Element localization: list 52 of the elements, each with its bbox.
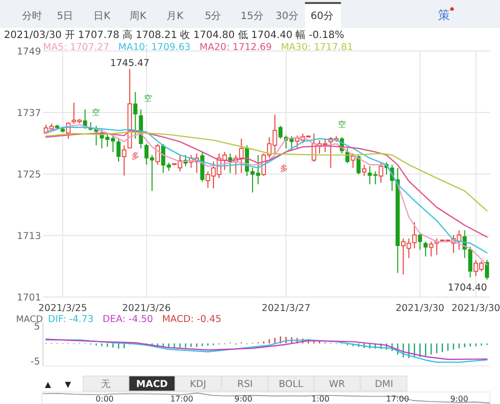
series-label: MACD: -0.45 [162, 314, 222, 325]
text: 5日 [56, 11, 74, 22]
x-tick-label: 9:00 [450, 394, 468, 404]
text: MA20: 1712.69 [200, 42, 272, 53]
text: 日K [94, 11, 111, 22]
text: WR [329, 379, 346, 390]
x-tick-label: 2021/3/27 [262, 303, 310, 314]
text: 30分 [276, 10, 298, 22]
text: RSI [237, 379, 253, 390]
annotation: 多 [131, 152, 140, 161]
text: 分时 [22, 10, 42, 22]
y-tick-label: 1713 [16, 231, 41, 242]
text: 15分 [240, 10, 264, 22]
y-tick-label: 1749 [16, 46, 41, 58]
annotation: 多 [280, 164, 288, 173]
text: MACD [136, 379, 168, 390]
text: MA5: 1707.27 [43, 42, 110, 53]
x-tick-label: 2021/3/30 [451, 303, 500, 314]
x-tick-label: 17:00 [170, 394, 194, 404]
x-tick-label: 2021/3/30 [396, 303, 444, 314]
text: 60分 [310, 10, 334, 22]
y-tick-label: 1737 [16, 108, 41, 119]
annotation: 空 [144, 94, 152, 104]
text: ▲ [44, 380, 52, 389]
text: 月K [166, 11, 184, 22]
y-tick-label: 1701 [16, 292, 41, 304]
text: 无 [101, 379, 111, 390]
annotation: 空 [338, 120, 346, 129]
text: 周K [130, 11, 147, 22]
text: DMI [374, 379, 394, 390]
chart-title: 2021/03/30 开 1707.78 高 1708.21 收 1704.80 低 1704.40 幅 -0.18% [4, 29, 344, 41]
annotation: 1704.40 [448, 282, 487, 294]
y-tick-label: 1725 [16, 170, 41, 180]
text: 5分 [204, 10, 222, 22]
x-tick-label: 17:00 [386, 394, 410, 404]
annotation: 空 [92, 108, 100, 118]
text: ▼ [64, 380, 72, 389]
text: BOLL [278, 379, 304, 390]
text: 策 [438, 8, 450, 22]
annotation: 1745.47 [110, 58, 150, 70]
x-tick-label: 2021/3/26 [122, 303, 171, 314]
text: MA30: 1717.81 [280, 42, 354, 53]
x-tick-label: 0:00 [96, 394, 114, 404]
series-label: DEA: -4.50 [102, 314, 154, 325]
text: MA10: 1709.63 [118, 42, 191, 53]
x-tick-label: 9:00 [234, 394, 252, 404]
y-tick-label: 5 [34, 322, 40, 333]
y-tick-label: -5 [30, 356, 40, 368]
series-label: DIF: -4.73 [48, 314, 94, 325]
text: KDJ [190, 379, 206, 390]
x-tick-label: 1:00 [311, 394, 330, 404]
x-tick-label: 2021/3/25 [38, 303, 88, 314]
